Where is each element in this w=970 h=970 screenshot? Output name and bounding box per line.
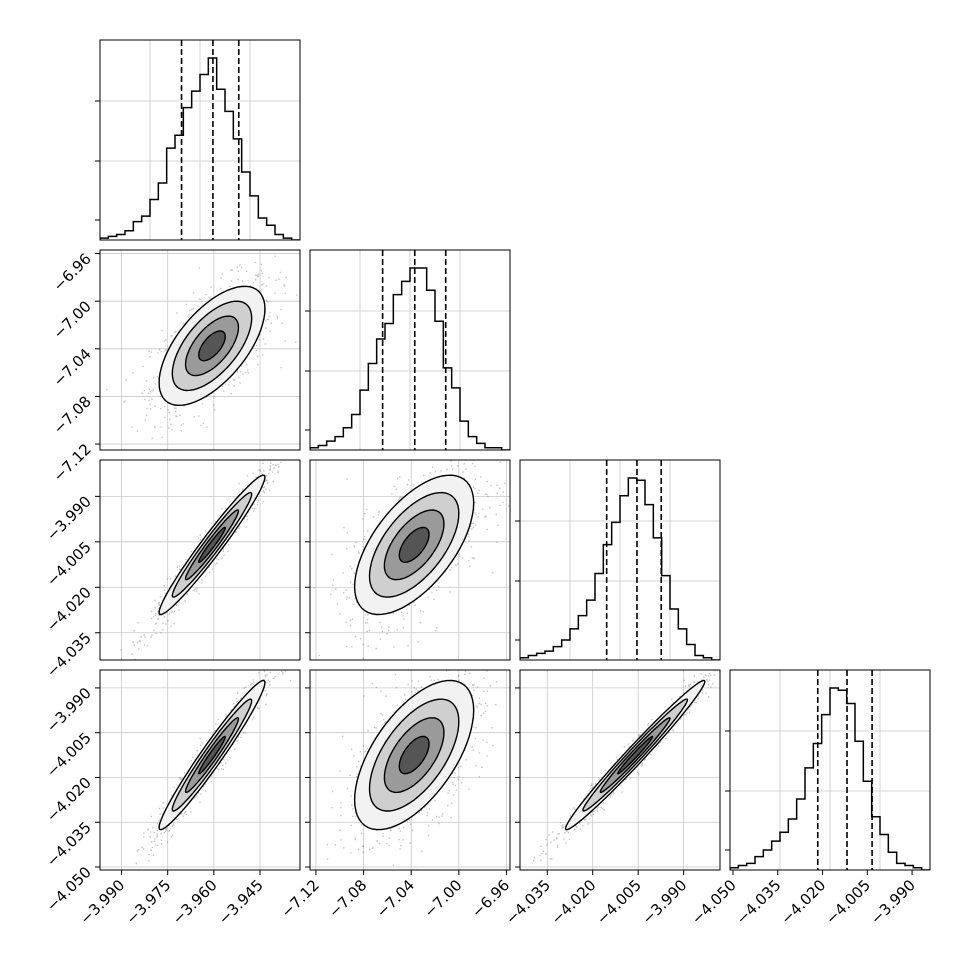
panel-frame-3-0 <box>99 669 301 871</box>
density-contour-4 <box>398 526 430 564</box>
y-tick-label-3-4: −3.990 <box>43 492 95 544</box>
density-contour-4 <box>616 735 654 775</box>
histogram-panel-1 <box>100 40 300 240</box>
y-tick-label-2-5: −6.96 <box>50 250 95 295</box>
scatter-panel-2-0 <box>100 460 300 660</box>
x-tick-label-4-4: −4.005 <box>822 876 874 928</box>
panel-frame-3-3 <box>729 669 931 871</box>
histogram-step-line <box>520 477 720 660</box>
y-tick-label-4-2: −4.035 <box>43 818 95 870</box>
y-tick-label-3-3: −4.005 <box>43 538 95 590</box>
scatter-panel-1-0 <box>100 250 300 450</box>
y-tick-label-4-5: −3.990 <box>43 684 95 736</box>
scatter-panel-3-2 <box>520 670 720 870</box>
scatter-panel-2-1 <box>310 460 510 660</box>
scatter-panel-3-0 <box>100 670 300 870</box>
panel-frame-1-0 <box>99 249 301 451</box>
x-tick-label-1-3: −3.960 <box>169 876 221 928</box>
panel-frame-3-1 <box>309 669 511 871</box>
x-tick-label-2-1: −7.12 <box>278 876 323 921</box>
x-tick-label-1-2: −3.975 <box>123 876 175 928</box>
panel-frame-3-2 <box>519 669 721 871</box>
y-tick-label-2-3: −7.04 <box>50 345 95 390</box>
x-tick-label-4-1: −4.050 <box>688 876 740 928</box>
y-tick-label-2-1: −7.12 <box>50 440 95 485</box>
histogram-panel-3 <box>520 460 720 660</box>
y-tick-label-3-1: −4.035 <box>43 629 95 681</box>
scatter-panel-3-1 <box>310 670 510 870</box>
histogram-step-line <box>730 687 930 870</box>
panel-frame-2-2 <box>519 459 721 661</box>
panel-frame-2-0 <box>99 459 301 661</box>
density-contour-4 <box>198 735 226 775</box>
x-tick-label-4-2: −4.035 <box>733 876 785 928</box>
x-tick-label-1-4: −3.945 <box>215 876 267 928</box>
y-tick-label-4-4: −4.005 <box>43 729 95 781</box>
histogram-step-line <box>100 57 300 240</box>
y-tick-label-3-2: −4.020 <box>43 583 95 635</box>
histogram-panel-4 <box>730 670 930 870</box>
density-contour-4 <box>198 330 226 362</box>
panel-frame-1-1 <box>309 249 511 451</box>
x-tick-label-4-5: −3.990 <box>867 876 919 928</box>
x-tick-label-3-4: −3.990 <box>638 876 690 928</box>
panel-frame-0-0 <box>99 39 301 241</box>
x-tick-label-3-3: −4.005 <box>593 876 645 928</box>
histogram-panel-2 <box>310 250 510 450</box>
x-tick-label-4-3: −4.020 <box>777 876 829 928</box>
panel-frame-2-1 <box>309 459 511 661</box>
y-tick-label-4-3: −4.020 <box>43 774 95 826</box>
x-tick-label-3-1: −4.035 <box>502 876 554 928</box>
x-tick-label-2-2: −7.08 <box>325 876 370 921</box>
x-tick-label-3-2: −4.020 <box>548 876 600 928</box>
y-tick-label-2-4: −7.00 <box>50 297 95 342</box>
x-tick-label-2-4: −7.00 <box>420 876 465 921</box>
density-contour-4 <box>198 526 226 563</box>
density-contour-4 <box>398 735 430 775</box>
x-tick-label-2-3: −7.04 <box>373 876 418 921</box>
y-tick-label-2-2: −7.08 <box>50 393 95 438</box>
histogram-step-line <box>310 267 510 450</box>
